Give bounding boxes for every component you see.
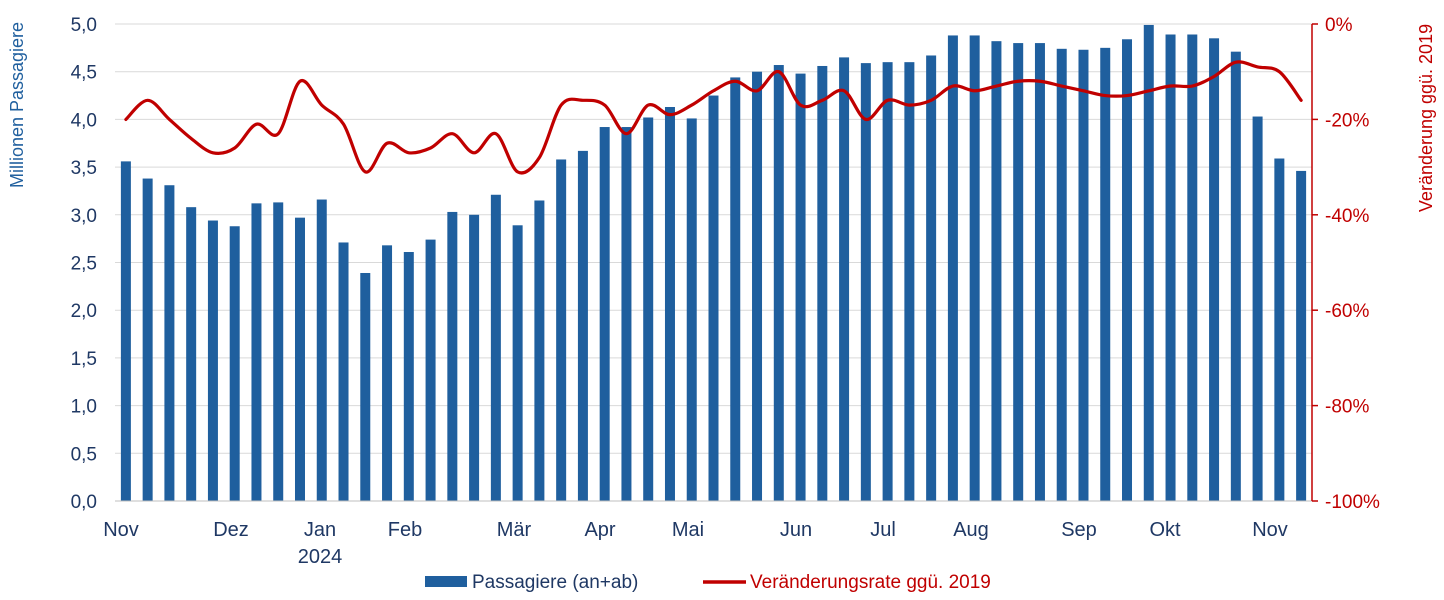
legend-bar-label: Passagiere (an+ab) [472, 572, 638, 593]
bar [207, 220, 218, 502]
bar [860, 63, 871, 501]
bar [795, 73, 806, 501]
right-tick-label: -80% [1325, 397, 1369, 418]
bar [360, 272, 371, 501]
bar [577, 150, 588, 501]
bar [251, 203, 262, 502]
bar [164, 185, 175, 501]
right-tick-label: 0% [1325, 15, 1353, 36]
right-axis-ticks: -100% -80% -60% -40% -20% 0% [1312, 15, 1380, 513]
bar [1056, 48, 1067, 501]
left-tick-label: 0,5 [71, 444, 97, 465]
bar [294, 217, 305, 502]
right-tick-label: -40% [1325, 206, 1369, 227]
bar [142, 178, 153, 501]
bar [1078, 49, 1089, 502]
legend-line-label: Veränderungsrate ggü. 2019 [750, 572, 991, 593]
right-tick-label: -20% [1325, 110, 1369, 131]
bar [425, 239, 436, 501]
x-axis-ticks: Nov Dez Jan Feb Mär Apr Mai Jun Jul Aug Sep Okt Nov 2… [103, 519, 1288, 568]
bar-series-passagiere [120, 24, 1307, 502]
left-tick-label: 1,5 [71, 349, 97, 370]
bar [686, 118, 697, 502]
x-tick-label: Nov [103, 519, 139, 541]
bar [664, 106, 675, 502]
line-series-veraenderungsrate [124, 60, 1303, 175]
bar [316, 199, 327, 501]
bar [447, 211, 458, 502]
left-axis-ticks: 0,0 0,5 1,0 1,5 2,0 2,5 3,0 3,5 4,0 4,5 5,0 [71, 15, 97, 513]
bar [556, 159, 567, 501]
right-tick-label: -100% [1325, 492, 1380, 513]
bar [882, 62, 893, 501]
bar [969, 35, 980, 502]
legend: Passagiere (an+ab) Veränderungsrate ggü.… [425, 572, 991, 593]
left-tick-label: 3,0 [71, 206, 97, 227]
bar [382, 245, 393, 501]
bar [469, 214, 480, 502]
bar [512, 225, 523, 501]
bar [839, 57, 850, 501]
series-line [124, 60, 1303, 175]
bar [120, 161, 131, 501]
bar [926, 55, 937, 502]
left-tick-label: 5,0 [71, 15, 97, 36]
right-axis-title: Veränderung ggü. 2019 [1416, 24, 1436, 212]
left-tick-label: 0,0 [71, 492, 97, 513]
bar [229, 226, 240, 502]
bar [947, 35, 958, 502]
bar [708, 95, 719, 502]
left-tick-label: 2,5 [71, 254, 97, 275]
bar [186, 207, 197, 501]
bar [599, 127, 610, 502]
x-tick-label: Jul [870, 519, 896, 541]
x-year-label: 2024 [298, 546, 343, 568]
bar [730, 77, 741, 501]
bar [1034, 43, 1045, 501]
x-tick-label: Mai [672, 519, 704, 541]
bar [1296, 170, 1307, 501]
x-tick-label: Okt [1149, 519, 1181, 541]
x-tick-label: Nov [1252, 519, 1288, 541]
x-tick-label: Dez [213, 519, 249, 541]
x-tick-label: Mär [497, 519, 532, 541]
bar [1187, 34, 1198, 502]
left-tick-label: 4,0 [71, 110, 97, 131]
x-tick-label: Feb [388, 519, 422, 541]
bar [817, 65, 828, 501]
bar [1100, 47, 1111, 501]
left-tick-label: 2,0 [71, 301, 97, 322]
x-tick-label: Jun [780, 519, 812, 541]
bar [1143, 24, 1154, 501]
left-tick-label: 1,0 [71, 397, 97, 418]
bar [534, 200, 545, 502]
bar [1013, 43, 1024, 501]
x-tick-label: Apr [584, 519, 615, 541]
legend-bar-swatch [425, 576, 467, 587]
bar [403, 252, 414, 501]
bar [1122, 39, 1133, 501]
bar [752, 71, 763, 501]
right-tick-label: -60% [1325, 301, 1369, 322]
x-tick-label: Aug [953, 519, 989, 541]
bar [904, 62, 915, 501]
x-tick-label: Jan [304, 519, 336, 541]
bar [991, 41, 1002, 502]
x-tick-label: Sep [1061, 519, 1097, 541]
bar [338, 242, 349, 501]
bar [773, 65, 784, 501]
bar [1165, 34, 1176, 502]
bar [643, 117, 654, 501]
bar [1274, 158, 1285, 501]
bar [273, 202, 284, 501]
bar [621, 127, 632, 502]
bar [1252, 116, 1263, 502]
left-axis-title: Millionen Passagiere [7, 22, 27, 188]
left-tick-label: 4,5 [71, 63, 97, 84]
bar [1209, 38, 1220, 502]
bar [490, 194, 501, 502]
left-tick-label: 3,5 [71, 158, 97, 179]
bar [1230, 51, 1241, 501]
